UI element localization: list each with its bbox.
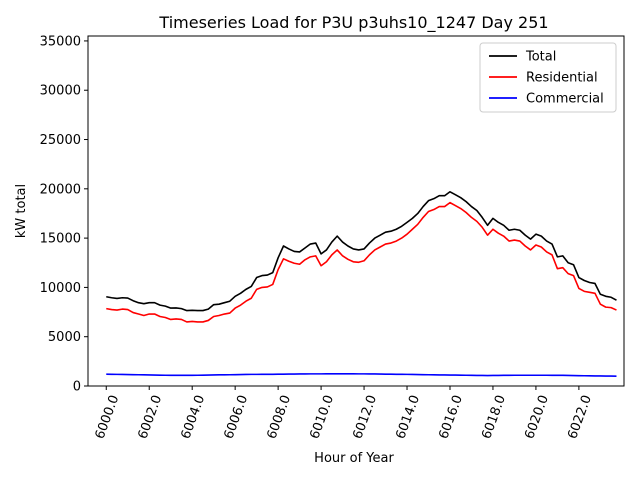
series-line-total <box>106 190 617 312</box>
legend-label-commercial: Commercial <box>526 92 604 107</box>
x-tick-label: 6010.0 <box>307 393 337 441</box>
plot-area-frame <box>87 35 625 387</box>
x-tick-label: 6014.0 <box>393 393 423 441</box>
y-tick-label: 5000 <box>48 330 81 345</box>
x-tick-label: 6020.0 <box>522 393 552 441</box>
x-tick-label: 6022.0 <box>565 393 595 441</box>
y-tick-label: 25000 <box>40 133 81 148</box>
series-line-residential <box>106 201 617 323</box>
x-tick-label: 6006.0 <box>222 393 252 441</box>
x-tick-label: 6000.0 <box>93 393 123 441</box>
x-tick-label: 6018.0 <box>479 393 509 441</box>
y-tick-label: 10000 <box>40 281 81 296</box>
plot-lines <box>106 190 617 377</box>
legend-box <box>479 42 617 113</box>
x-tick-label: 6012.0 <box>350 393 380 441</box>
chart-title: Timeseries Load for P3U p3uhs10_1247 Day… <box>158 13 548 33</box>
x-tick-label: 6016.0 <box>436 393 466 441</box>
legend-label-residential: Residential <box>526 71 598 86</box>
y-axis: 0 5000 10000 15000 20000 25000 30000 35000 <box>40 34 88 395</box>
y-tick-label: 15000 <box>40 232 81 247</box>
y-tick-label: 20000 <box>40 182 81 197</box>
y-tick-label: 35000 <box>40 34 81 49</box>
x-tick-label: 6002.0 <box>136 393 166 441</box>
x-axis: 6000.0 6002.0 6004.0 6006.0 6008.0 6010.0 6012… <box>93 386 595 441</box>
x-tick-label: 6008.0 <box>264 393 294 441</box>
x-tick-label: 6004.0 <box>179 393 209 441</box>
legend: Total Residential Commercial <box>479 42 617 113</box>
y-tick-label: 0 <box>73 380 81 395</box>
y-tick-label: 30000 <box>40 84 81 99</box>
y-axis-label: kW total <box>14 184 29 238</box>
legend-label-total: Total <box>525 50 556 65</box>
x-axis-label: Hour of Year <box>314 451 394 466</box>
series-line-commercial <box>106 372 617 377</box>
